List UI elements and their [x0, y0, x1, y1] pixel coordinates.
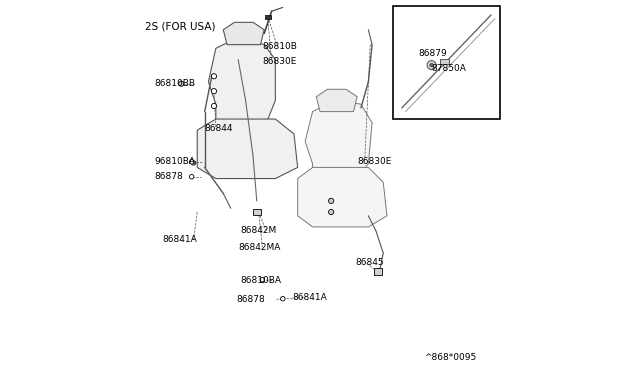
Text: 86879: 86879	[419, 49, 447, 58]
Text: 86878: 86878	[154, 172, 183, 181]
Text: 86830E: 86830E	[357, 157, 392, 166]
Circle shape	[211, 103, 216, 109]
Polygon shape	[305, 100, 372, 190]
Circle shape	[280, 296, 285, 301]
Text: 86842M: 86842M	[240, 226, 276, 235]
Polygon shape	[223, 22, 264, 45]
Text: 96810BA: 96810BA	[154, 157, 195, 166]
Polygon shape	[316, 89, 357, 112]
FancyBboxPatch shape	[266, 15, 271, 19]
Text: 86878: 86878	[236, 295, 265, 304]
Text: 86844: 86844	[205, 124, 233, 133]
Polygon shape	[197, 119, 298, 179]
Text: 86845: 86845	[355, 258, 384, 267]
FancyBboxPatch shape	[440, 59, 449, 64]
Text: 86810BA: 86810BA	[240, 276, 281, 285]
Circle shape	[328, 198, 334, 203]
Bar	[392, 6, 500, 119]
Circle shape	[189, 174, 194, 179]
Circle shape	[429, 63, 433, 67]
FancyBboxPatch shape	[253, 209, 261, 215]
Text: 86841A: 86841A	[162, 235, 196, 244]
Text: 2S (FOR USA): 2S (FOR USA)	[145, 21, 216, 31]
Text: 86842MA: 86842MA	[238, 243, 280, 252]
Text: 86810BB: 86810BB	[154, 79, 195, 88]
Circle shape	[191, 161, 196, 165]
Circle shape	[260, 278, 264, 282]
Circle shape	[211, 74, 216, 79]
Circle shape	[328, 209, 334, 215]
Text: ^868*0095: ^868*0095	[424, 353, 476, 362]
Circle shape	[179, 81, 184, 86]
Text: 87850A: 87850A	[431, 64, 467, 73]
Polygon shape	[209, 37, 275, 130]
Text: 86810B: 86810B	[262, 42, 297, 51]
Polygon shape	[298, 167, 387, 227]
Circle shape	[427, 61, 436, 70]
Text: 86841A: 86841A	[292, 293, 327, 302]
Circle shape	[189, 160, 194, 164]
Circle shape	[211, 89, 216, 94]
Text: 86830E: 86830E	[262, 57, 297, 66]
FancyBboxPatch shape	[374, 268, 381, 275]
Circle shape	[260, 279, 264, 283]
